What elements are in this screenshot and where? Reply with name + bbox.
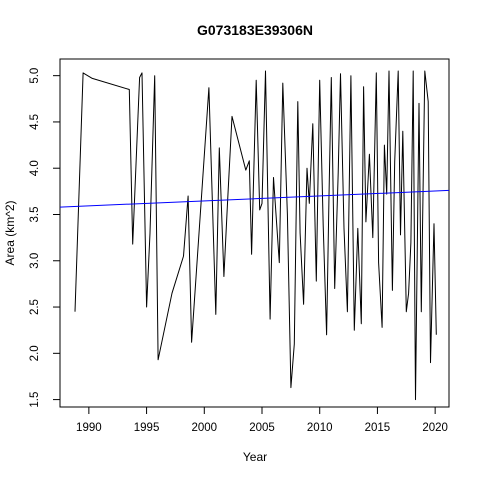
y-tick-label: 1.5 (29, 392, 41, 408)
area-series-line (74, 70, 437, 401)
y-tick-label: 3.5 (29, 206, 41, 222)
chart-title: G073183E39306N (197, 22, 313, 38)
trend-line (60, 189, 449, 208)
x-tick-label: 2015 (365, 422, 391, 434)
x-tick-label: 2000 (191, 422, 217, 434)
x-axis-label: Year (243, 450, 267, 464)
y-tick-label: 5.0 (29, 68, 41, 84)
x-tick-label: 2005 (249, 422, 275, 434)
y-tick-label: 2.5 (29, 299, 41, 315)
y-tick-label: 4.0 (29, 160, 41, 176)
y-tick-label: 4.5 (29, 114, 41, 130)
x-tick-label: 2010 (307, 422, 333, 434)
x-tick-label: 1995 (134, 422, 160, 434)
plot-frame (59, 58, 450, 408)
x-tick-label: 2020 (422, 422, 448, 434)
y-tick-label: 3.0 (29, 253, 41, 269)
y-axis-label: Area (km^2) (3, 201, 17, 266)
y-tick-label: 2.0 (29, 345, 41, 361)
x-tick-label: 1990 (76, 422, 102, 434)
